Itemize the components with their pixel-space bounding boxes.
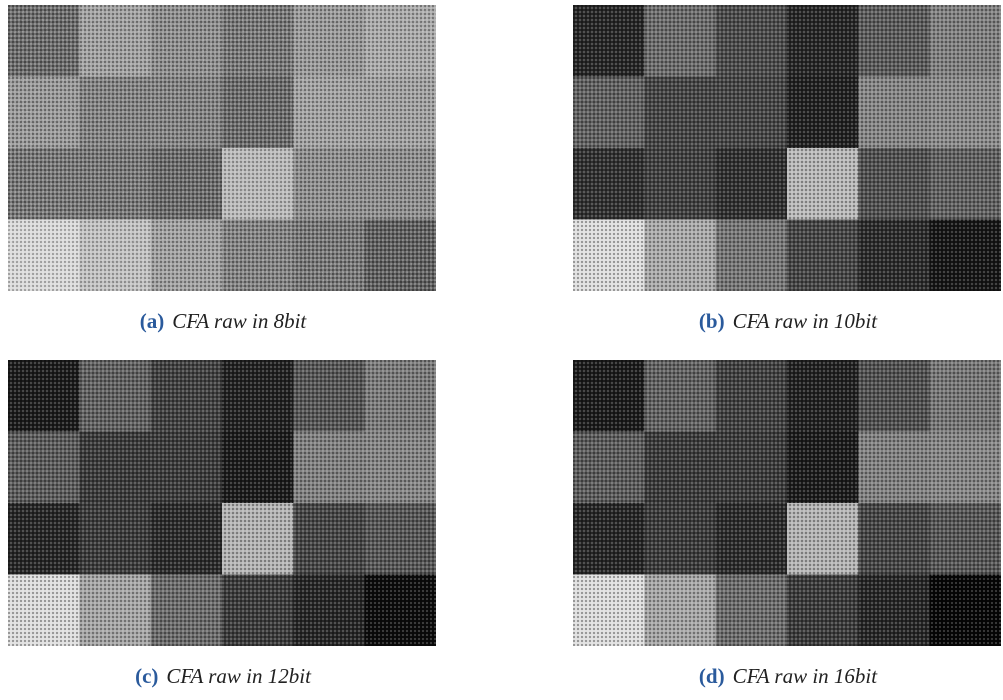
- cfa-image: [8, 360, 436, 646]
- sensor-noise: [8, 360, 436, 646]
- caption: (a) CFA raw in 8bit: [8, 309, 438, 334]
- panel-label: (d): [699, 664, 725, 688]
- panel: (d) CFA raw in 16bit: [573, 360, 1003, 689]
- cfa-image: [573, 360, 1001, 646]
- panel-label: (c): [135, 664, 158, 688]
- sensor-noise: [573, 5, 1001, 291]
- caption: (c) CFA raw in 12bit: [8, 664, 438, 689]
- sensor-noise: [8, 5, 436, 291]
- caption: (d) CFA raw in 16bit: [573, 664, 1003, 689]
- caption-text: CFA raw in 10bit: [733, 309, 878, 333]
- panel: (c) CFA raw in 12bit: [8, 360, 438, 689]
- sensor-noise: [573, 360, 1001, 646]
- caption-text: CFA raw in 12bit: [166, 664, 311, 688]
- caption: (b) CFA raw in 10bit: [573, 309, 1003, 334]
- caption-text: CFA raw in 8bit: [172, 309, 306, 333]
- caption-text: CFA raw in 16bit: [733, 664, 878, 688]
- panel-label: (a): [140, 309, 165, 333]
- panel: (a) CFA raw in 8bit: [8, 5, 438, 334]
- cfa-image: [8, 5, 436, 291]
- panel-label: (b): [699, 309, 725, 333]
- cfa-image: [573, 5, 1001, 291]
- page: {"figure": {"panels": [ {"label": "(a)",…: [0, 0, 1003, 700]
- panel: (b) CFA raw in 10bit: [573, 5, 1003, 334]
